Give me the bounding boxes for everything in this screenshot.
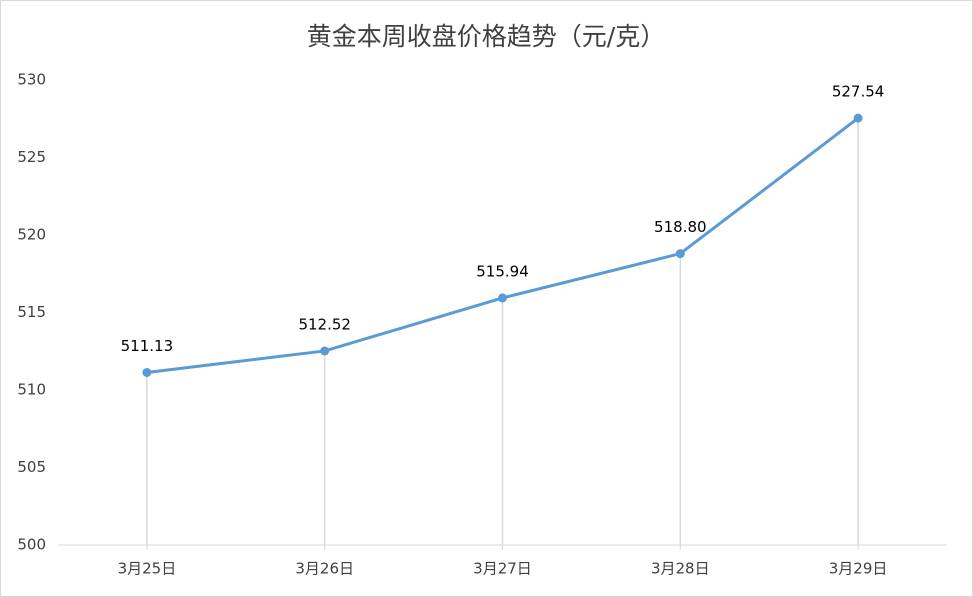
x-tick-label: 3月25日 xyxy=(118,560,177,578)
x-tick-label: 3月27日 xyxy=(473,560,532,578)
point xyxy=(142,367,152,377)
data-label: 518.80 xyxy=(654,218,707,236)
x-tick-label: 3月28日 xyxy=(651,560,710,578)
y-tick-label: 510 xyxy=(17,381,46,399)
point xyxy=(498,293,507,303)
data-label: 511.13 xyxy=(121,337,174,355)
x-tick-label: 3月26日 xyxy=(295,560,354,578)
point xyxy=(675,249,685,259)
chart-title: 黄金本周收盘价格趋势（元/克） xyxy=(307,22,665,51)
y-tick-label: 520 xyxy=(17,226,46,244)
y-tick-label: 500 xyxy=(17,536,46,554)
y-tick-label: 525 xyxy=(17,148,46,166)
point xyxy=(320,346,330,356)
data-label: 527.54 xyxy=(832,83,885,101)
y-tick-label: 515 xyxy=(17,303,46,321)
data-label: 512.52 xyxy=(298,315,351,333)
y-tick-label: 505 xyxy=(17,458,46,476)
point xyxy=(853,113,863,123)
y-tick-label: 530 xyxy=(17,71,46,89)
x-tick-label: 3月29日 xyxy=(829,560,888,578)
data-label: 515.94 xyxy=(476,262,529,280)
